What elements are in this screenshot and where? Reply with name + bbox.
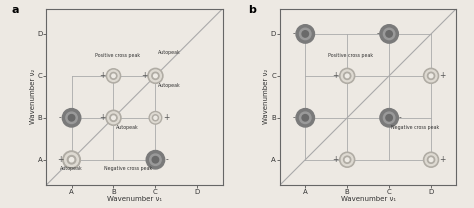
Circle shape — [428, 72, 435, 79]
Circle shape — [380, 25, 398, 43]
Circle shape — [70, 158, 73, 162]
Y-axis label: Wavenumber ν₂: Wavenumber ν₂ — [29, 69, 36, 124]
Circle shape — [148, 68, 163, 83]
Circle shape — [340, 152, 355, 167]
Circle shape — [341, 70, 353, 82]
Text: Negative cross peak: Negative cross peak — [104, 166, 152, 171]
Text: Negative cross peak: Negative cross peak — [391, 125, 439, 130]
Circle shape — [429, 74, 433, 78]
Text: +: + — [99, 113, 105, 122]
Text: +: + — [141, 71, 147, 80]
Text: +: + — [57, 155, 64, 164]
Text: -: - — [292, 29, 295, 38]
Text: Autopeak: Autopeak — [157, 83, 180, 88]
Circle shape — [146, 151, 164, 169]
Circle shape — [63, 151, 81, 168]
Circle shape — [66, 112, 77, 124]
Circle shape — [108, 70, 119, 81]
Text: -: - — [376, 29, 379, 38]
X-axis label: Wavenumber ν₁: Wavenumber ν₁ — [341, 196, 396, 202]
Circle shape — [423, 152, 438, 167]
Circle shape — [151, 113, 160, 123]
Text: +: + — [439, 71, 446, 80]
Circle shape — [386, 115, 392, 121]
X-axis label: Wavenumber ν₁: Wavenumber ν₁ — [107, 196, 162, 202]
Circle shape — [153, 115, 158, 121]
Text: Positive cross peak: Positive cross peak — [95, 53, 140, 58]
Circle shape — [423, 68, 438, 83]
Circle shape — [386, 31, 392, 37]
Circle shape — [383, 112, 395, 124]
Circle shape — [300, 28, 311, 40]
Text: +: + — [99, 71, 105, 80]
Text: b: b — [248, 5, 256, 15]
Circle shape — [380, 109, 398, 127]
Circle shape — [302, 31, 309, 37]
Circle shape — [106, 69, 120, 83]
Circle shape — [150, 154, 161, 165]
Circle shape — [296, 109, 314, 127]
Circle shape — [149, 70, 161, 82]
Circle shape — [346, 158, 349, 162]
Circle shape — [341, 154, 353, 166]
Text: -: - — [399, 113, 402, 122]
Text: +: + — [439, 155, 446, 164]
Circle shape — [344, 72, 351, 79]
Circle shape — [154, 116, 157, 119]
Circle shape — [429, 158, 433, 162]
Text: +: + — [164, 113, 170, 122]
Circle shape — [346, 74, 349, 78]
Text: Autopeak: Autopeak — [157, 50, 180, 55]
Circle shape — [112, 116, 115, 120]
Circle shape — [110, 72, 117, 79]
Circle shape — [425, 70, 437, 82]
Circle shape — [425, 154, 437, 166]
Circle shape — [344, 156, 351, 163]
Text: Positive cross peak: Positive cross peak — [328, 53, 374, 58]
Text: +: + — [333, 71, 339, 80]
Circle shape — [67, 156, 76, 164]
Circle shape — [300, 112, 311, 124]
Circle shape — [112, 74, 115, 78]
Text: -: - — [292, 113, 295, 122]
Circle shape — [106, 110, 121, 125]
Circle shape — [110, 114, 117, 121]
Circle shape — [340, 68, 355, 83]
Circle shape — [63, 109, 81, 127]
Text: +: + — [333, 155, 339, 164]
Text: Autopeak: Autopeak — [116, 125, 138, 130]
Text: a: a — [11, 5, 18, 15]
Circle shape — [296, 25, 314, 43]
Circle shape — [152, 156, 159, 163]
Circle shape — [154, 74, 157, 78]
Circle shape — [428, 156, 435, 163]
Circle shape — [68, 115, 75, 121]
Text: Autopeak: Autopeak — [60, 166, 83, 171]
Y-axis label: Wavenumber ν₂: Wavenumber ν₂ — [263, 69, 269, 124]
Circle shape — [383, 28, 395, 40]
Circle shape — [302, 115, 309, 121]
Circle shape — [108, 112, 119, 124]
Text: -: - — [165, 155, 168, 164]
Circle shape — [64, 153, 78, 167]
Text: -: - — [59, 113, 62, 122]
Circle shape — [149, 111, 162, 124]
Circle shape — [152, 72, 159, 79]
